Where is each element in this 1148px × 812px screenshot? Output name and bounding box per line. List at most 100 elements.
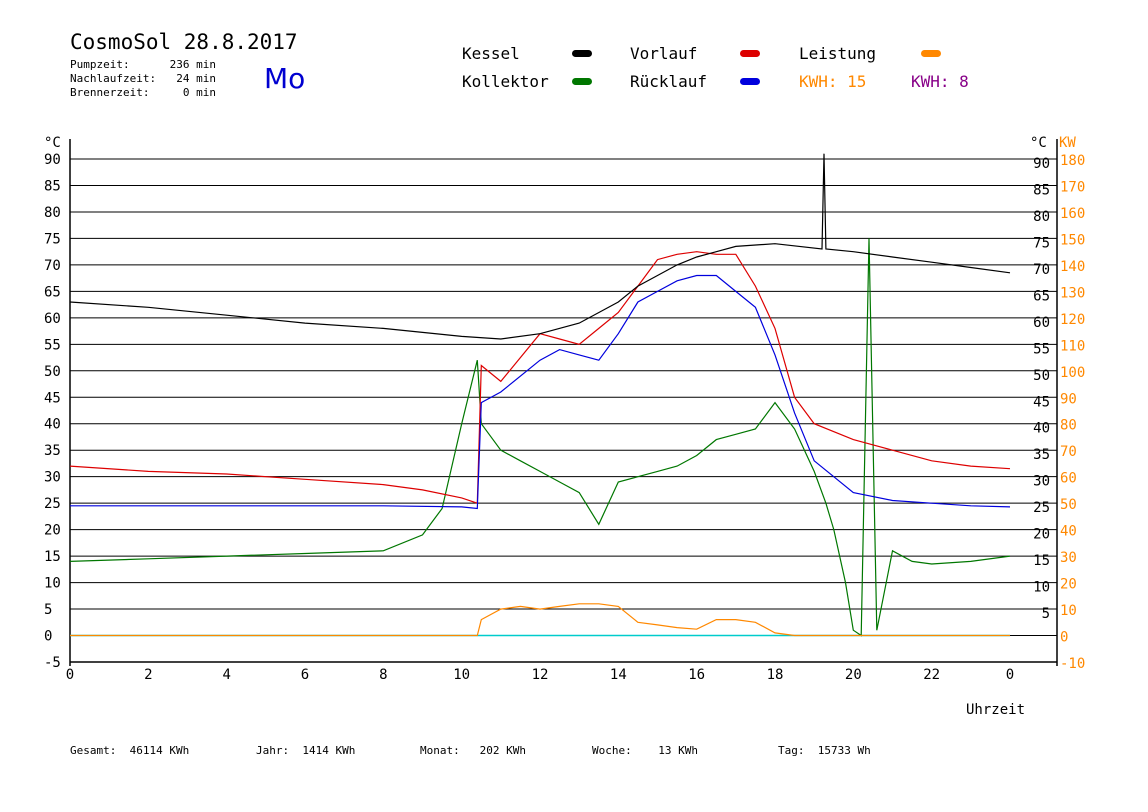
- stat-label: Nachlaufzeit:: [70, 72, 157, 85]
- y-tick-label-right: 25: [1033, 500, 1050, 516]
- chart-title: CosmoSol 28.8.2017: [70, 30, 298, 54]
- y-tick-label-kw: 90: [1060, 391, 1077, 407]
- x-tick-label: 4: [222, 667, 230, 683]
- legend-leistung-swatch: [921, 50, 941, 57]
- series-line-vorlauf: [69, 251, 1011, 505]
- y-tick-label-kw: 60: [1060, 471, 1077, 487]
- footer-label: Gesamt:: [70, 744, 117, 757]
- footer-tag: Tag: 15733 Wh: [778, 744, 871, 757]
- legend-kessel-swatch: [572, 50, 592, 57]
- y-tick-label-kw: 40: [1060, 524, 1077, 540]
- y-tick-label-kw: 180: [1060, 153, 1085, 169]
- stat-value: 0 min: [182, 86, 216, 99]
- legend-kessel-label: Kessel: [462, 44, 520, 63]
- x-tick-label: 20: [845, 667, 862, 683]
- y-tick-label-left: 65: [44, 284, 61, 300]
- legend-vorlauf-label: Vorlauf: [630, 44, 698, 63]
- y-tick-label-left: 90: [44, 152, 61, 168]
- kwh-total-purple: KWH: 8: [911, 72, 969, 91]
- series-line-leistung: [70, 603, 1010, 637]
- y-tick-label-kw: 10: [1060, 603, 1077, 619]
- y-tick-label-right: 20: [1033, 527, 1050, 543]
- y-tick-label-kw: 170: [1060, 179, 1085, 195]
- y-tick-label-right: 30: [1033, 474, 1050, 490]
- y-tick-label-left: 15: [44, 549, 61, 565]
- kwh-total-orange: KWH: 15: [799, 72, 867, 91]
- y-tick-label-right: 85: [1033, 182, 1050, 198]
- y-tick-label-left: 30: [44, 470, 61, 486]
- stat-label: Brennerzeit:: [70, 86, 150, 99]
- x-tick-label: 16: [688, 667, 705, 683]
- y-tick-label-right: 50: [1033, 368, 1050, 384]
- series-line-ruecklauf: [70, 274, 1011, 510]
- y-tick-label-left: 60: [44, 311, 61, 327]
- series-line-kessel: [69, 153, 1011, 340]
- y-tick-label-right: 70: [1033, 262, 1050, 278]
- y-tick-label-left: 10: [44, 576, 61, 592]
- y-tick-label-kw: 70: [1060, 444, 1077, 460]
- y-tick-label-left: 25: [44, 496, 61, 512]
- footer-label: Jahr:: [256, 744, 290, 757]
- y-axis-label-left: °C: [44, 135, 61, 151]
- footer-value: 1414 KWh: [302, 744, 356, 757]
- footer-value: 13 KWh: [658, 744, 698, 757]
- footer-value: 15733 Wh: [817, 744, 871, 757]
- y-tick-label-right: 45: [1033, 394, 1050, 410]
- legend-kollektor-label: Kollektor: [462, 72, 549, 91]
- x-tick-label: 6: [301, 667, 309, 683]
- legend-leistung-label: Leistung: [799, 44, 877, 63]
- brenner-time-stat: Brennerzeit: 0 min: [70, 86, 216, 99]
- y-tick-label-right: 5: [1042, 606, 1050, 622]
- x-tick-label: 14: [610, 667, 627, 683]
- y-tick-label-left: -5: [44, 655, 61, 671]
- series-line-kollektor: [69, 238, 1011, 637]
- y-axis-label-kw: KW: [1059, 135, 1076, 151]
- x-tick-label: 0: [66, 667, 74, 683]
- y-tick-label-left: 85: [44, 178, 61, 194]
- x-tick-label: 8: [379, 667, 387, 683]
- y-tick-label-right: 35: [1033, 447, 1050, 463]
- y-tick-label-left: 20: [44, 523, 61, 539]
- footer-jahr: Jahr: 1414 KWh: [256, 744, 355, 757]
- y-tick-label-right: 10: [1033, 580, 1050, 596]
- y-tick-label-right: 75: [1033, 235, 1050, 251]
- footer-value: 202 KWh: [479, 744, 526, 757]
- stat-label: Pumpzeit:: [70, 58, 130, 71]
- x-tick-label: 2: [144, 667, 152, 683]
- y-tick-label-kw: 80: [1060, 418, 1077, 434]
- y-tick-label-kw: 100: [1060, 365, 1085, 381]
- y-tick-label-right: 55: [1033, 341, 1050, 357]
- y-tick-label-left: 40: [44, 417, 61, 433]
- y-tick-label-left: 5: [44, 602, 52, 618]
- legend-vorlauf-swatch: [740, 50, 760, 57]
- y-tick-label-right: 80: [1033, 209, 1050, 225]
- x-tick-label: 22: [923, 667, 940, 683]
- x-tick-label: 0: [1006, 667, 1014, 683]
- y-tick-label-kw: 160: [1060, 206, 1085, 222]
- y-tick-label-kw: 140: [1060, 259, 1085, 275]
- y-tick-label-right: 60: [1033, 315, 1050, 331]
- stat-value: 24 min: [176, 72, 216, 85]
- y-axis-label-right: °C: [1030, 135, 1047, 151]
- y-tick-label-left: 55: [44, 337, 61, 353]
- y-tick-label-left: 80: [44, 205, 61, 221]
- y-tick-label-kw: 30: [1060, 550, 1077, 566]
- y-tick-label-left: 75: [44, 231, 61, 247]
- y-tick-label-right: 15: [1033, 553, 1050, 569]
- footer-value: 46114 KWh: [129, 744, 190, 757]
- y-tick-label-kw: -10: [1060, 656, 1085, 672]
- y-tick-label-left: 35: [44, 443, 61, 459]
- y-tick-label-kw: 20: [1060, 577, 1077, 593]
- x-tick-label: 12: [532, 667, 549, 683]
- y-tick-label-right: 90: [1033, 156, 1050, 172]
- footer-woche: Woche: 13 KWh: [592, 744, 698, 757]
- y-tick-label-kw: 130: [1060, 285, 1085, 301]
- x-axis-label: Uhrzeit: [966, 702, 1025, 718]
- y-tick-label-kw: 110: [1060, 338, 1085, 354]
- footer-label: Monat:: [420, 744, 460, 757]
- footer-gesamt: Gesamt: 46114 KWh: [70, 744, 189, 757]
- footer-label: Woche:: [592, 744, 632, 757]
- y-tick-label-left: 50: [44, 364, 61, 380]
- axes: [69, 139, 1058, 666]
